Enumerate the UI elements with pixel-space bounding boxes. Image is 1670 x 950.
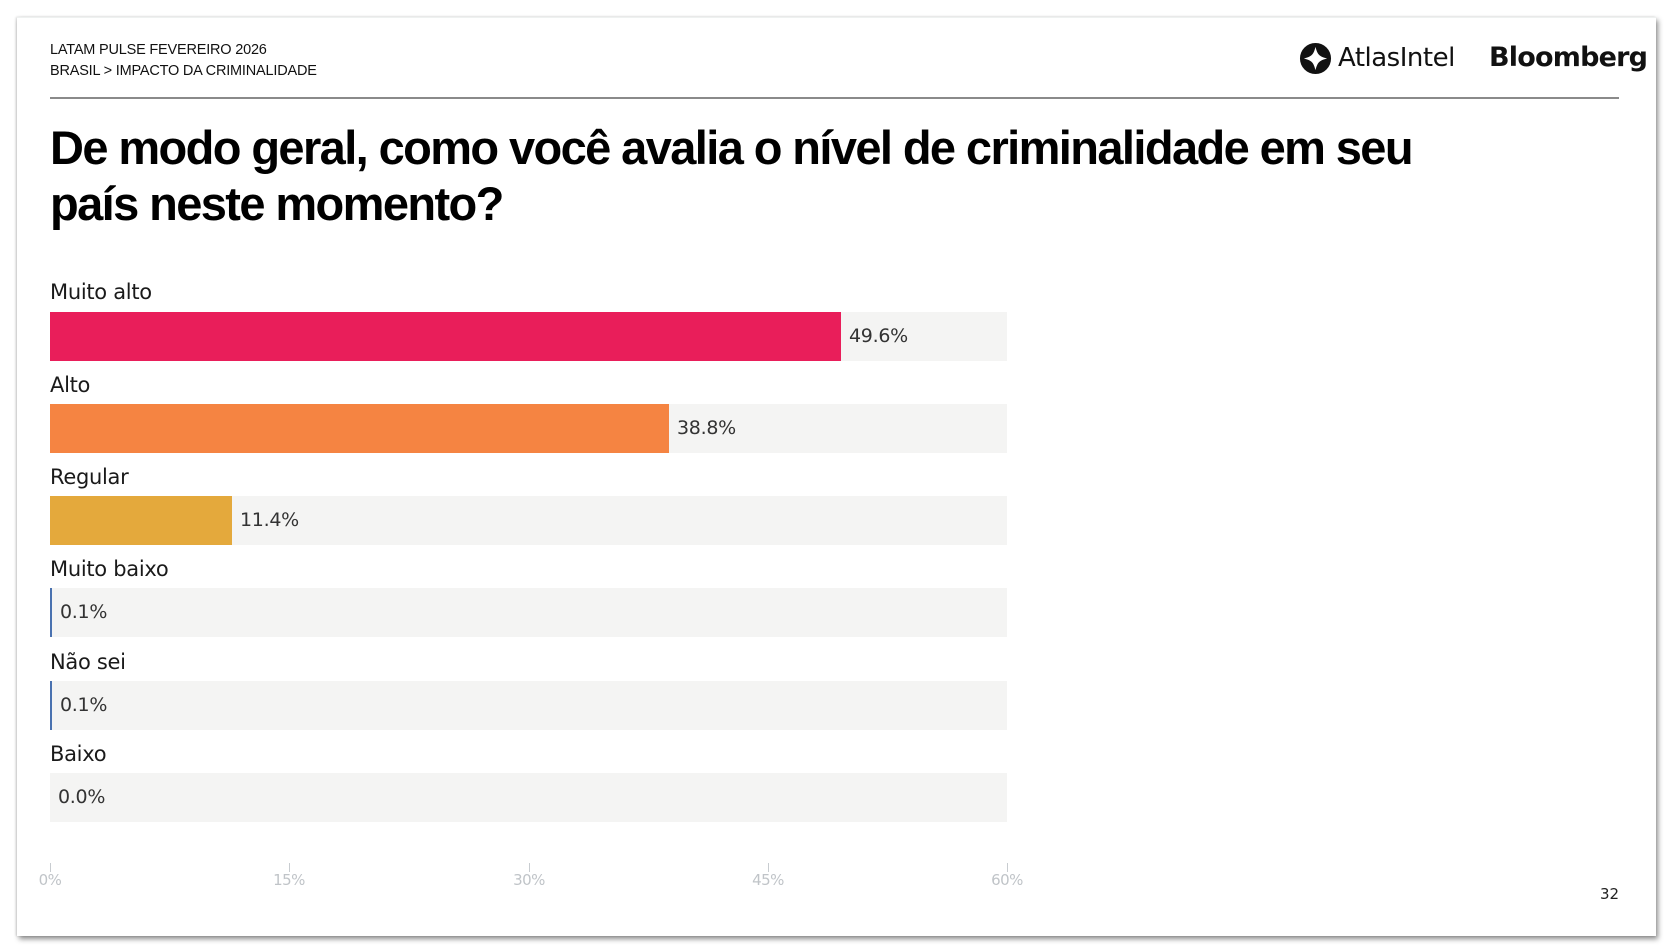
category-label: Baixo [50,742,107,766]
bar-track: 0.1% [50,681,1007,730]
category-label: Muito alto [50,280,152,304]
header-divider [50,97,1619,99]
bar-track: 38.8% [50,404,1007,453]
x-axis-tick-label: 45% [752,871,784,889]
bar-track: 0.0% [50,773,1007,822]
chart-title: De modo geral, como você avalia o nível … [50,121,1414,230]
value-label: 11.4% [240,509,299,531]
category-label: Alto [50,373,91,397]
value-label: 0.1% [60,694,108,716]
value-label: 0.0% [58,786,106,808]
atlasintel-wordmark: AtlasIntel [1338,43,1455,73]
x-axis-tick [529,863,530,872]
breadcrumb: BRASIL > IMPACTO DA CRIMINALIDADE [50,63,317,79]
category-label: Regular [50,465,129,489]
bloomberg-logo: Bloomberg [1489,42,1648,73]
x-axis-tick-label: 15% [273,871,305,889]
category-label: Muito baixo [50,557,169,581]
x-axis-tick-label: 60% [991,871,1023,889]
bar [50,312,841,361]
value-label: 49.6% [849,325,908,347]
page-number: 32 [1600,885,1620,903]
report-name: LATAM PULSE FEVEREIRO 2026 [50,42,267,58]
bar [50,588,52,637]
x-axis-tick-label: 30% [513,871,545,889]
category-label: Não sei [50,650,126,674]
x-axis-tick [1007,863,1008,872]
atlasintel-logo: AtlasIntel [1299,40,1455,76]
bar-track: 0.1% [50,588,1007,637]
bar [50,681,52,730]
atlasintel-icon [1299,42,1332,74]
bar [50,496,232,545]
bar-chart: Muito alto 49.6% Alto 38.8% Regular 11.4% Muit… [39,18,1050,918]
value-label: 0.1% [60,601,108,623]
x-axis-tick-label: 0% [38,871,62,889]
value-label: 38.8% [677,417,736,439]
bar-track: 49.6% [50,312,1007,361]
bar [50,404,669,453]
x-axis-tick [768,863,769,872]
x-axis-tick [50,863,51,872]
bar-track: 11.4% [50,496,1007,545]
x-axis-tick [289,863,290,872]
slide-card: LATAM PULSE FEVEREIRO 2026 BRASIL > IMPA… [17,17,1656,936]
